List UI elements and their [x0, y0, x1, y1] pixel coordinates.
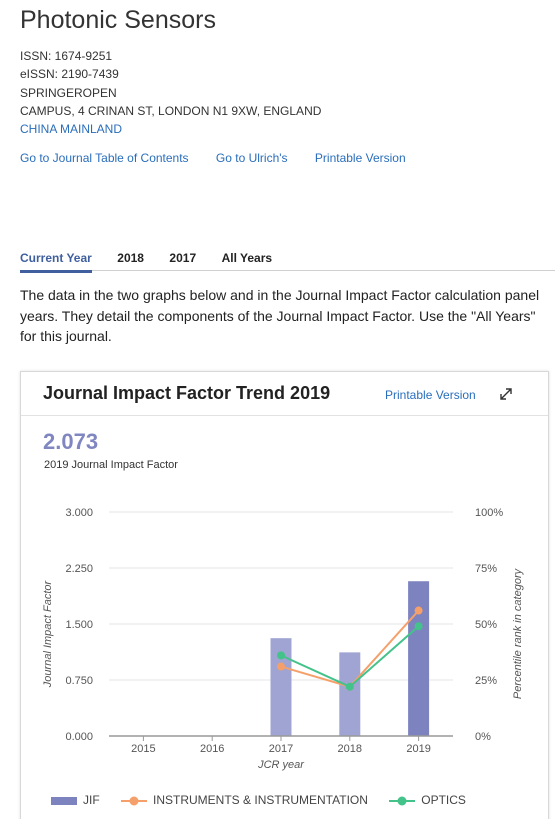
publisher-address: CAMPUS, 4 CRINAN ST, LONDON N1 9XW, ENGL…	[20, 104, 322, 118]
legend-bar-swatch	[51, 796, 77, 805]
expand-icon[interactable]	[498, 386, 514, 402]
journal-links: Go to Journal Table of Contents Go to Ul…	[20, 151, 430, 165]
x-tick-label: 2018	[338, 743, 362, 755]
legend-line-swatch-orange	[121, 796, 148, 806]
description: The data in the two graphs below and in …	[20, 285, 555, 347]
chart-axes: 0.000 0% 0.750 25% 1.500 50% 2.250 75% 3.000 100%…	[42, 507, 524, 771]
y2-axis-title: Percentile rank in category	[512, 567, 524, 699]
x-tick-label: 2017	[269, 743, 293, 755]
y-tick-label: 3.000	[65, 507, 93, 519]
legend-item-instruments[interactable]: INSTRUMENTS & INSTRUMENTATION	[121, 793, 368, 807]
card-header: Journal Impact Factor Trend 2019 Printab…	[21, 372, 548, 416]
y2-tick-label: 100%	[475, 507, 503, 519]
optics-point	[277, 651, 285, 660]
chart-bars	[270, 581, 430, 736]
ulrich-link[interactable]: Go to Ulrich's	[215, 151, 288, 165]
description-line-2: years. They detail the components of the…	[20, 307, 536, 324]
printable-link[interactable]: Printable Version	[314, 151, 406, 165]
jif-bar	[339, 652, 361, 736]
tab-current-year[interactable]: Current Year	[20, 251, 92, 273]
legend-item-optics[interactable]: OPTICS	[389, 793, 466, 807]
issn: ISSN: 1674-9251	[20, 49, 113, 63]
jif-label: 2019 Journal Impact Factor	[44, 459, 178, 471]
optics-point	[345, 682, 354, 691]
eissn: eISSN: 2190-7439	[20, 67, 119, 81]
tab-2017[interactable]: 2017	[169, 251, 197, 265]
x-tick-label: 2019	[406, 743, 430, 755]
y-axis-title: Journal Impact Factor	[42, 579, 54, 688]
journal-title: Photonic Sensors	[20, 6, 216, 34]
description-line-1: The data in the two graphs below and in …	[20, 287, 540, 303]
instruments-point	[277, 662, 285, 671]
y-tick-label: 0.000	[65, 731, 93, 743]
chart-lines	[277, 606, 423, 691]
optics-point	[414, 622, 423, 631]
year-tabs: Current Year 2018 2017 All Years	[20, 249, 555, 273]
description-line-3: for this journal.	[20, 328, 112, 344]
x-tick-label: 2016	[200, 743, 224, 755]
jif-trend-card: Journal Impact Factor Trend 2019 Printab…	[20, 371, 549, 819]
card-printable-link[interactable]: Printable Version	[385, 388, 476, 402]
card-title: Journal Impact Factor Trend 2019	[43, 383, 331, 403]
tab-all-years[interactable]: All Years	[221, 251, 273, 265]
y-tick-label: 0.750	[65, 675, 93, 687]
legend-item-jif[interactable]: JIF	[51, 793, 100, 807]
jif-bar	[408, 581, 430, 736]
jif-bar	[270, 638, 292, 736]
x-axis-title: JCR year	[257, 759, 305, 771]
legend-label-instruments: INSTRUMENTS & INSTRUMENTATION	[153, 792, 368, 807]
publisher: SPRINGEROPEN	[20, 86, 117, 100]
y2-tick-label: 0%	[475, 731, 491, 743]
y2-tick-label: 25%	[475, 675, 497, 687]
legend-label-optics: OPTICS	[421, 792, 466, 807]
y2-tick-label: 50%	[475, 619, 497, 631]
chart-legend: JIF INSTRUMENTS & INSTRUMENTATION OPTICS	[51, 792, 484, 807]
x-tick-label: 2015	[131, 743, 155, 755]
y2-tick-label: 75%	[475, 563, 497, 575]
country-link[interactable]: CHINA MAINLAND	[20, 122, 123, 136]
tab-2018[interactable]: 2018	[117, 251, 144, 265]
instruments-point	[414, 606, 423, 615]
jif-trend-chart: 0.000 0% 0.750 25% 1.500 50% 2.250 75% 3.000 100%…	[42, 507, 524, 771]
y-tick-label: 2.250	[65, 563, 93, 575]
legend-line-swatch-green	[389, 796, 416, 806]
jif-value: 2.073	[43, 429, 99, 454]
y-tick-label: 1.500	[65, 619, 93, 631]
legend-label-jif: JIF	[83, 792, 100, 807]
toc-link[interactable]: Go to Journal Table of Contents	[20, 151, 189, 165]
